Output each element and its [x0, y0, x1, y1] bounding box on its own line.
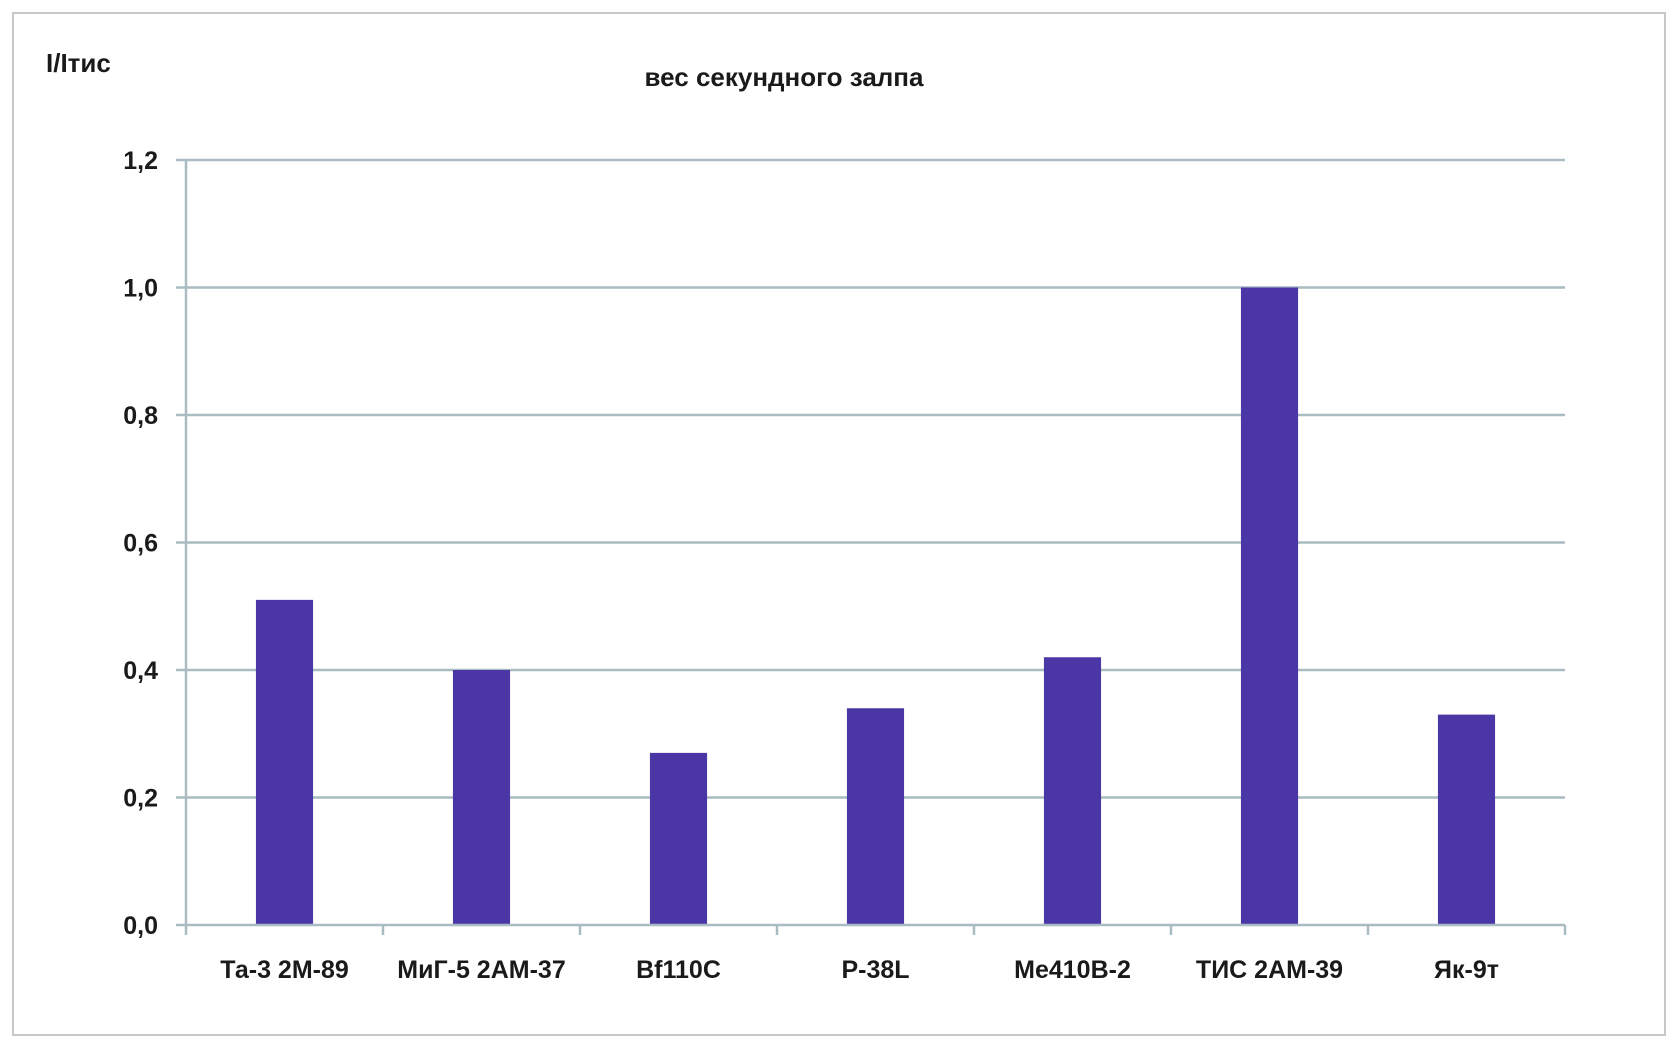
- bars: [255, 287, 1496, 925]
- chart-title: вес секундного залпа: [645, 62, 924, 92]
- x-tick-label: МиГ-5 2АМ-37: [397, 956, 565, 984]
- x-tick-label: Me410B-2: [1014, 956, 1131, 984]
- y-tick-label: 0,0: [123, 912, 158, 940]
- y-axis-label: I/Iтис: [46, 48, 111, 78]
- bar: [255, 599, 314, 925]
- y-tick-label: 1,2: [123, 147, 158, 175]
- x-tick-label: Bf110C: [636, 956, 721, 984]
- y-tick-label: 0,8: [123, 402, 158, 430]
- axes: [176, 158, 1567, 935]
- y-tick-label: 0,6: [123, 530, 158, 558]
- bar: [1043, 657, 1102, 925]
- bar: [846, 708, 905, 925]
- y-tick-label: 1,0: [123, 275, 158, 303]
- axis-labels: 0,0 0,2 0,4 0,6 0,8 1,0 1,2 Та-3 2М-89 МиГ-5 2АМ…: [123, 147, 1499, 984]
- bar: [1240, 287, 1299, 925]
- x-tick-label: ТИС 2АМ-39: [1196, 956, 1343, 984]
- bar: [452, 670, 511, 925]
- x-tick-label: Як-9т: [1434, 956, 1499, 984]
- gridlines: [186, 158, 1565, 799]
- x-tick-label: P-38L: [841, 956, 909, 984]
- bar: [649, 752, 708, 925]
- bar: [1437, 714, 1496, 925]
- y-tick-label: 0,2: [123, 785, 158, 813]
- x-tick-label: Та-3 2М-89: [220, 956, 349, 984]
- y-tick-label: 0,4: [123, 657, 158, 685]
